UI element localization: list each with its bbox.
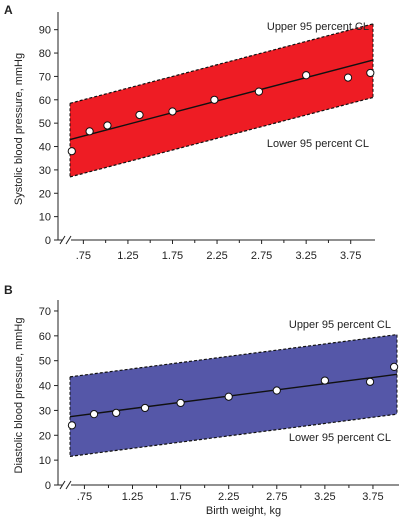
y-tick-label: 10 [39, 455, 51, 467]
data-point [343, 73, 353, 82]
data-point [210, 95, 219, 104]
y-tick-label: 10 [39, 212, 51, 224]
data-point [135, 110, 144, 120]
data-point [254, 87, 264, 96]
axis-break-mark [59, 480, 66, 490]
y-tick-label: 30 [39, 405, 51, 417]
regression-line [69, 373, 398, 418]
data-point [67, 147, 76, 156]
upper-cl-label: Upper 95 percent CL [289, 319, 391, 331]
x-tick-label: 1.25 [117, 250, 138, 262]
y-axis-title: Diastolic blood pressure, mmHg [13, 318, 25, 474]
data-point [103, 121, 112, 130]
data-point [272, 386, 281, 395]
x-tick-label: 2.75 [266, 491, 287, 503]
x-tick-label: 2.75 [251, 250, 272, 262]
chart-panel-b: B 0 10 20 30 40 50 60 70 .75 1.25 1.75 2.25 2.75 3.25 3… [4, 283, 399, 517]
y-tick-label: 30 [39, 165, 51, 177]
x-tick-label: 3.25 [314, 491, 335, 503]
data-point [140, 403, 150, 413]
y-tick-label: 80 [39, 48, 51, 60]
y-tick-label: 60 [39, 95, 51, 107]
data-point [168, 107, 177, 116]
x-tick-label: 3.75 [340, 250, 361, 262]
panel-label: B [4, 283, 13, 297]
y-tick-label: 20 [39, 188, 51, 200]
y-tick-label: 0 [45, 235, 51, 247]
data-point [224, 392, 233, 401]
x-axis-title: Birth weight, kg [206, 505, 281, 517]
y-tick-label: 0 [45, 480, 51, 492]
lower-cl-label: Lower 95 percent CL [289, 432, 391, 444]
y-tick-label: 70 [39, 71, 51, 83]
y-tick-label: 50 [39, 356, 51, 368]
regression-line [69, 59, 374, 141]
y-tick-label: 70 [39, 306, 51, 318]
x-tick-label: 3.75 [362, 491, 383, 503]
data-point [390, 362, 399, 372]
y-tick-label: 90 [39, 25, 51, 37]
upper-cl-label: Upper 95 percent CL [267, 21, 369, 33]
y-tick-label: 50 [39, 118, 51, 130]
x-tick-label: 1.75 [170, 491, 191, 503]
y-tick-label: 40 [39, 142, 51, 154]
data-point [67, 421, 77, 430]
data-point [320, 376, 329, 385]
axis-break-mark [59, 235, 66, 245]
panel-label: A [4, 3, 13, 17]
x-tick-label: .75 [76, 250, 91, 262]
y-tick-label: 60 [39, 331, 51, 343]
y-tick-label: 40 [39, 381, 51, 393]
chart-panel-a: A 0 10 20 30 40 50 60 70 80 90 .75 1.25 1.75 2.25 2.75 3… [4, 3, 375, 262]
x-tick-label: 1.75 [162, 250, 183, 262]
axis-break-mark [65, 480, 72, 490]
data-point [176, 398, 185, 408]
x-tick-label: .75 [77, 491, 92, 503]
y-axis-title: Systolic blood pressure, mmHg [13, 53, 25, 205]
x-tick-label: 2.25 [206, 250, 227, 262]
lower-cl-line [69, 96, 374, 178]
data-point [85, 127, 94, 136]
axis-break-mark [65, 235, 72, 245]
x-tick-label: 1.25 [122, 491, 143, 503]
data-point [365, 377, 375, 386]
y-tick-label: 20 [39, 430, 51, 442]
x-tick-label: 3.25 [295, 250, 316, 262]
data-point [302, 71, 311, 80]
lower-cl-label: Lower 95 percent CL [267, 138, 369, 150]
upper-cl-line [69, 23, 374, 104]
data-point [112, 408, 121, 418]
x-tick-label: 2.25 [218, 491, 239, 503]
data-point [89, 410, 99, 419]
data-point [366, 68, 375, 78]
